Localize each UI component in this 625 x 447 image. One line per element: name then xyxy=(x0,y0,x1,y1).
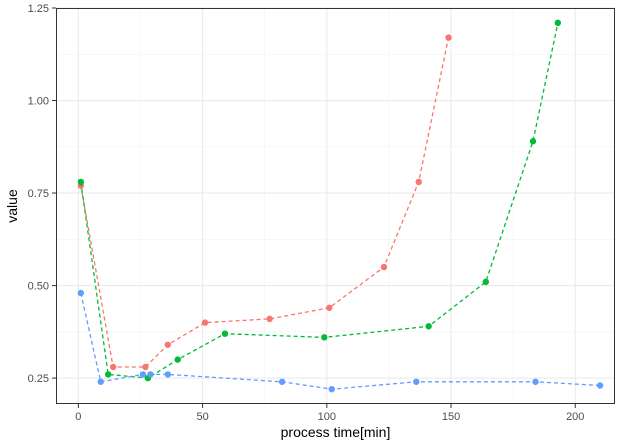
plot-panel xyxy=(56,8,615,404)
series-3 xyxy=(77,289,604,393)
y-tick-label: 0.25 xyxy=(28,373,49,385)
data-point xyxy=(529,138,537,145)
data-point xyxy=(266,315,273,323)
data-point xyxy=(77,178,85,186)
data-point xyxy=(139,371,147,378)
data-point xyxy=(380,263,388,271)
x-tick-label: 150 xyxy=(442,411,460,423)
data-point xyxy=(109,363,117,371)
y-tick-label: 0.50 xyxy=(28,281,49,293)
data-point xyxy=(221,330,229,337)
data-point xyxy=(326,304,333,311)
data-point xyxy=(164,341,171,348)
y-axis-title: value xyxy=(4,189,20,223)
data-point xyxy=(201,319,209,326)
plot-panel-border xyxy=(56,8,615,404)
data-point xyxy=(77,289,85,297)
y-tick-label: 1.00 xyxy=(28,96,49,108)
data-point xyxy=(415,178,422,186)
data-point xyxy=(142,363,149,371)
x-tick-label: 0 xyxy=(75,411,81,423)
x-axis: 0 50 100 150 200 xyxy=(75,404,584,423)
x-tick-label: 50 xyxy=(196,411,208,423)
data-point xyxy=(482,278,490,286)
data-point xyxy=(321,334,328,341)
data-point xyxy=(554,19,562,27)
data-point xyxy=(97,378,104,385)
y-tick-label: 0.75 xyxy=(28,188,49,200)
data-point xyxy=(278,378,286,385)
data-point xyxy=(596,382,604,389)
data-point xyxy=(174,356,181,363)
series-layer xyxy=(77,19,604,393)
series-line xyxy=(80,292,601,390)
series-1 xyxy=(77,34,452,371)
data-point xyxy=(328,385,335,393)
data-point xyxy=(147,371,154,378)
y-axis: 0.25 0.50 0.75 1.00 1.25 xyxy=(28,3,56,385)
series-line xyxy=(80,37,450,368)
data-point xyxy=(413,378,420,385)
x-tick-label: 100 xyxy=(318,411,336,423)
data-point xyxy=(445,34,452,41)
y-tick-label: 1.25 xyxy=(28,3,49,15)
data-point xyxy=(532,378,539,385)
x-axis-title: process time[min] xyxy=(281,424,391,440)
data-point xyxy=(425,323,432,330)
grid-minor xyxy=(56,8,615,404)
data-point xyxy=(164,371,171,378)
data-point xyxy=(104,371,112,378)
series-2 xyxy=(77,19,562,382)
x-tick-label: 200 xyxy=(566,411,584,423)
series-line xyxy=(80,22,559,379)
